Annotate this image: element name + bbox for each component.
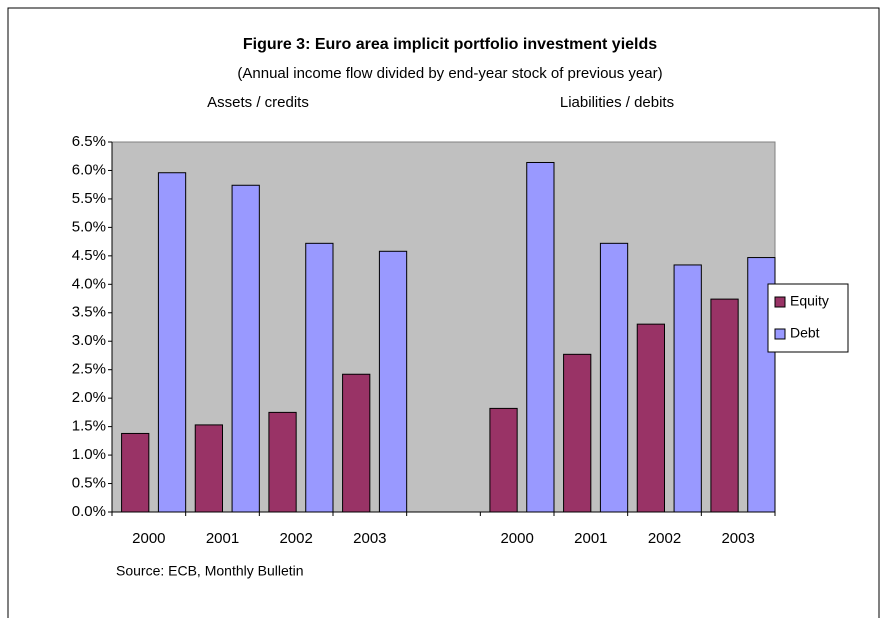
x-tick-label: 2001: [574, 530, 607, 547]
x-tick-label: 2001: [206, 530, 239, 547]
bar: [673, 264, 702, 513]
y-tick-label: 6.5%: [72, 133, 106, 150]
y-tick-label: 4.0%: [72, 275, 106, 292]
bar: [231, 184, 260, 513]
x-tick-label: 2003: [353, 530, 386, 547]
bar: [526, 161, 555, 513]
y-tick-label: 6.0%: [72, 161, 106, 178]
group-label: Assets / credits: [207, 94, 309, 111]
bar: [157, 172, 187, 513]
frame: [7, 7, 880, 618]
bar: [378, 250, 408, 513]
legend-label: Debt: [790, 325, 820, 341]
bar: [636, 323, 666, 513]
bar: [342, 373, 371, 513]
chart-subtitle: (Annual income flow divided by end-year …: [237, 65, 662, 82]
y-tick-label: 3.0%: [72, 332, 106, 349]
legend-swatch: [774, 296, 786, 308]
y-tick-label: 2.5%: [72, 361, 106, 378]
y-tick-label: 0.0%: [72, 503, 106, 520]
x-tick-label: 2000: [132, 530, 165, 547]
bar: [710, 298, 739, 513]
bar: [121, 432, 150, 513]
y-tick-label: 0.5%: [72, 475, 106, 492]
legend-label: Equity: [790, 293, 829, 309]
bar: [489, 407, 518, 513]
x-tick-label: 2002: [279, 530, 312, 547]
legend-swatch: [774, 328, 786, 340]
bar: [194, 424, 223, 513]
bar: [268, 411, 297, 513]
bar: [599, 242, 629, 513]
chart-title: Figure 3: Euro area implicit portfolio i…: [243, 36, 657, 53]
y-tick-label: 2.0%: [72, 389, 106, 406]
x-tick-label: 2002: [648, 530, 681, 547]
y-tick-label: 4.5%: [72, 247, 106, 264]
bar: [563, 353, 592, 513]
bar: [305, 242, 334, 513]
y-tick-label: 3.5%: [72, 304, 106, 321]
y-tick-label: 5.5%: [72, 190, 106, 207]
group-label: Liabilities / debits: [560, 94, 674, 111]
source-note: Source: ECB, Monthly Bulletin: [116, 563, 304, 579]
y-tick-label: 1.5%: [72, 418, 106, 435]
x-tick-label: 2000: [500, 530, 533, 547]
legend-box: [767, 283, 849, 353]
x-tick-label: 2003: [721, 530, 754, 547]
y-tick-label: 5.0%: [72, 218, 106, 235]
y-tick-label: 1.0%: [72, 446, 106, 463]
